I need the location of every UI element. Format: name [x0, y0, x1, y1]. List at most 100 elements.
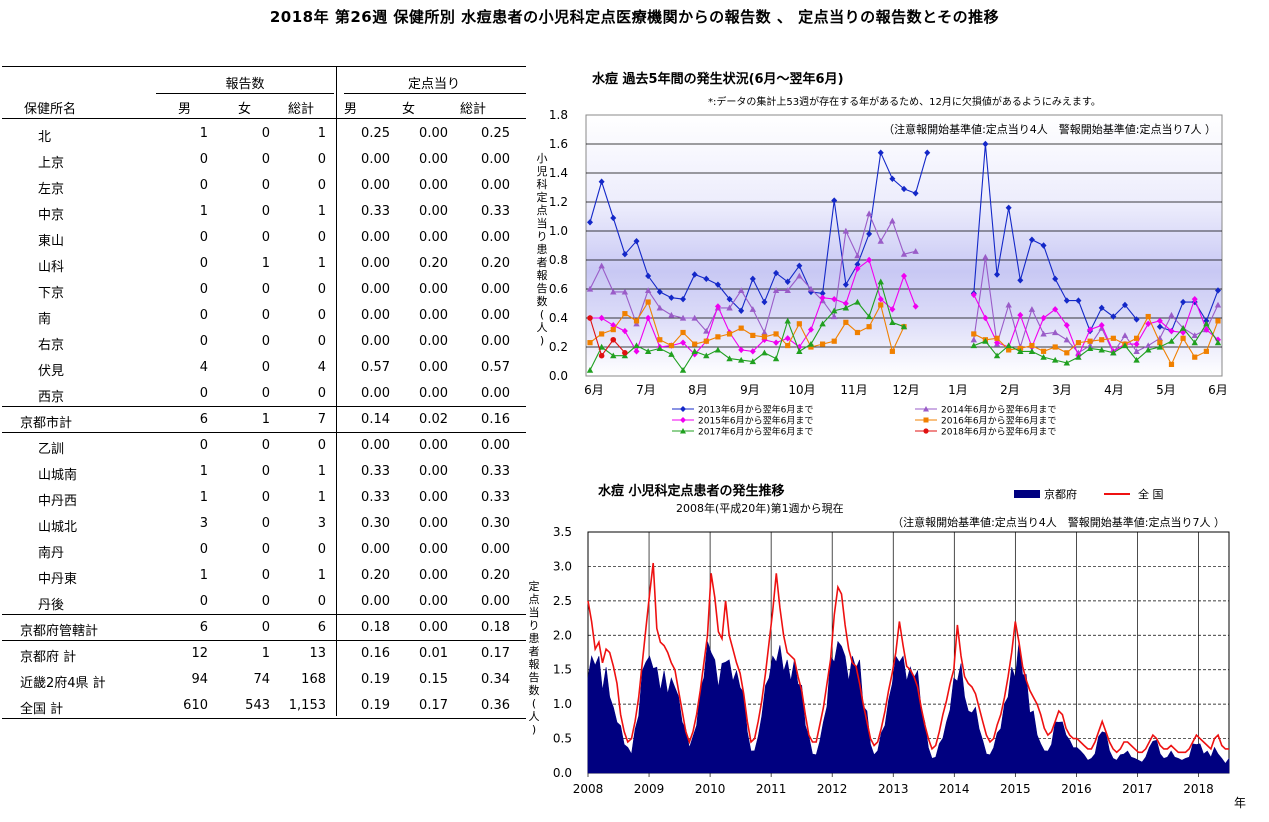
- chart1-point: [1040, 353, 1047, 360]
- total-per-site: 0.00: [481, 594, 510, 609]
- chart1-point: [1203, 326, 1210, 333]
- female-count: 0: [261, 152, 270, 167]
- chart1-point: [831, 338, 837, 344]
- table-row: 京都府管轄計 6 0 6 0.18 0.00 0.18: [0, 614, 524, 640]
- female-per-site: 0.00: [419, 360, 448, 375]
- total-count: 13: [309, 646, 326, 661]
- chart1-point: [1086, 345, 1094, 352]
- total-count: 1: [317, 490, 326, 505]
- header-bottom-rule: [2, 118, 526, 119]
- female-count: 0: [261, 542, 270, 557]
- chart1-point: [900, 323, 908, 330]
- chart1-point: [1028, 236, 1035, 243]
- chart1-point: [877, 237, 884, 244]
- chart1-point: [703, 352, 710, 359]
- chart1-point: [668, 311, 675, 318]
- chart1-point: [749, 348, 756, 355]
- row-name: 中京: [38, 208, 65, 223]
- chart1-point: [1017, 343, 1024, 350]
- row-name: 下京: [38, 286, 65, 301]
- total-count: 0: [317, 438, 326, 453]
- total-count: 0: [317, 152, 326, 167]
- chart1-point: [1075, 297, 1082, 304]
- chart1-point: [726, 295, 733, 303]
- male-per-site: 0.00: [361, 282, 390, 297]
- chart2-subtitle: 2008年(平成20年)第1週から現在: [676, 502, 844, 515]
- chart2-legend-label: 京都府: [1044, 487, 1077, 501]
- total-per-site: 0.36: [481, 698, 510, 713]
- chart1-point: [1214, 339, 1222, 346]
- table-row: 西京 0 0 0 0.00 0.00 0.00: [0, 380, 524, 406]
- female-per-site: 0.00: [419, 282, 448, 297]
- chart1-point: [726, 355, 733, 362]
- chart1-point: [726, 304, 733, 311]
- chart1-point: [1168, 327, 1175, 335]
- female-per-site: 0.00: [419, 464, 448, 479]
- chart1-point: [691, 271, 698, 278]
- chart1-point: [1121, 301, 1128, 309]
- chart1-y-tick-label: 1.6: [549, 137, 568, 151]
- male-count: 1: [199, 490, 208, 505]
- chart1-point: [1214, 301, 1222, 308]
- chart1-legend-label: 2014年6月から翌年6月まで: [941, 404, 1056, 416]
- chart1-point: [644, 348, 652, 354]
- total-count: 0: [317, 178, 326, 193]
- chart1-y-tick-label: 0.8: [549, 253, 568, 267]
- chart1-point: [761, 298, 768, 306]
- chart1-point: [761, 334, 768, 340]
- chart1-point: [1156, 335, 1164, 341]
- chart1-point: [1087, 326, 1094, 333]
- chart2-x-tick-label: 2008: [573, 782, 604, 796]
- chart2-x-tick-label: 2015: [1000, 782, 1031, 796]
- chart2-x-tick-label: 2018: [1183, 782, 1214, 796]
- chart1-point: [970, 342, 977, 349]
- chart1-x-tick-label: 5月: [1156, 383, 1176, 397]
- chart2-y-tick-label: 2.5: [553, 594, 572, 608]
- female-count: 0: [261, 360, 270, 375]
- chart1-point: [1064, 350, 1070, 356]
- row-name: 京都府管轄計: [20, 624, 99, 639]
- chart1-point: [807, 285, 815, 292]
- chart2-series-line: [587, 562, 1229, 754]
- female-per-site: 0.00: [419, 490, 448, 505]
- male-per-site: 0.00: [361, 230, 390, 245]
- chart1-point: [1005, 204, 1012, 211]
- female-count: 0: [261, 282, 270, 297]
- chart1-x-tick-label: 6月: [584, 383, 604, 397]
- chart1-point: [657, 337, 663, 343]
- chart2-x-tick-label: 2017: [1122, 782, 1153, 796]
- chart1-point: [785, 342, 791, 349]
- male-per-site: 0.18: [361, 620, 390, 635]
- chart1-point: [993, 352, 1001, 359]
- chart1-point: [784, 278, 791, 285]
- row-separator: [2, 432, 526, 433]
- chart1-point: [726, 329, 733, 336]
- chart1-point: [1075, 353, 1082, 360]
- chart2-x-tick-label: 2016: [1061, 782, 1092, 796]
- chart1-point: [749, 358, 757, 365]
- row-name: 伏見: [38, 364, 65, 379]
- chart1-point: [772, 287, 780, 294]
- total-per-site: 0.33: [481, 204, 510, 219]
- chart1-legend-marker: [923, 417, 929, 423]
- chart1-point: [819, 320, 826, 327]
- chart1-series-line: [590, 259, 1219, 358]
- chart1-point: [1040, 330, 1047, 337]
- female-count: 0: [261, 594, 270, 609]
- male-per-site: 0.57: [361, 360, 390, 375]
- chart1-point: [668, 351, 675, 357]
- chart1-x-tick-label: 7月: [636, 383, 656, 397]
- chart1-point: [831, 313, 838, 320]
- chart2-y-tick-label: 2.0: [553, 628, 572, 642]
- chart1-point: [1063, 297, 1070, 304]
- chart1-point: [993, 340, 1001, 347]
- female-count: 0: [261, 464, 270, 479]
- row-name: 山城北: [38, 520, 78, 535]
- chart1-point: [807, 288, 814, 296]
- chart1-point: [1075, 352, 1082, 359]
- chart1-point: [598, 314, 605, 322]
- chart1-point: [784, 317, 791, 324]
- total-per-site: 0.33: [481, 490, 510, 505]
- chart1-point: [737, 356, 745, 363]
- chart1-point: [900, 251, 908, 257]
